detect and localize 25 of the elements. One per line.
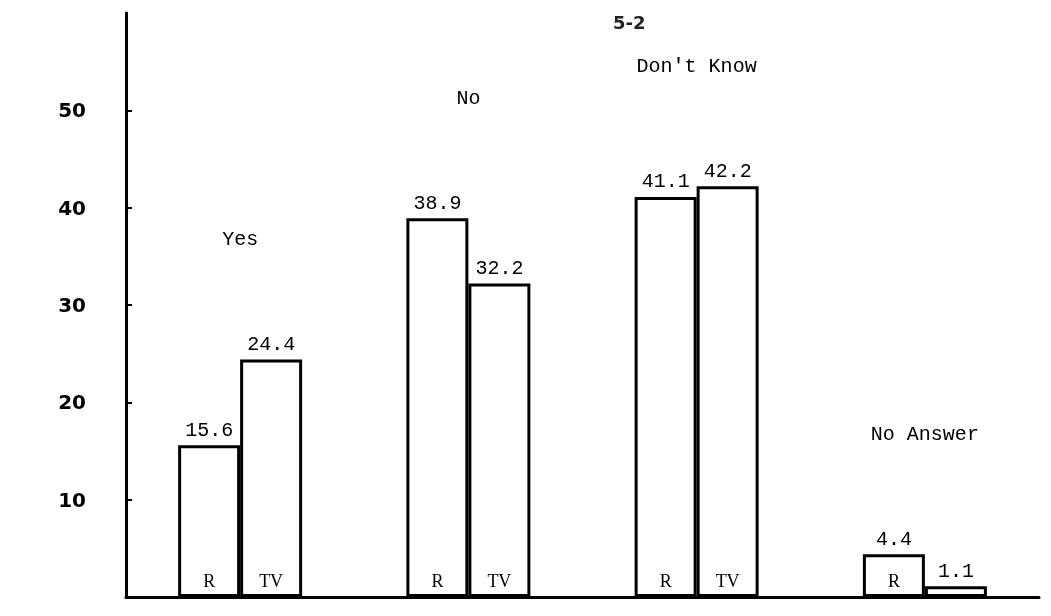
y-tick-label: 40 <box>58 195 86 220</box>
series-label: R <box>203 571 216 591</box>
text: TV <box>715 571 740 591</box>
text: TV <box>487 571 512 591</box>
x-tick-label: Don't Know <box>636 54 757 78</box>
chart-title: 5-2 <box>613 11 646 33</box>
data-label: 38.9 <box>413 191 462 215</box>
x-tick-label: No <box>456 86 481 110</box>
y-tick-label: 30 <box>58 293 86 317</box>
data-label: 32.2 <box>475 257 524 281</box>
data-label: 1.1 <box>937 559 974 583</box>
data-label: 4.4 <box>875 527 912 551</box>
data-label: 42.2 <box>703 159 752 183</box>
x-tick-label: Yes <box>222 228 259 252</box>
text: R <box>659 571 672 591</box>
data-label: 15.6 <box>185 418 234 442</box>
data-label: 41.1 <box>641 170 690 194</box>
y-tick-label: 20 <box>58 390 86 415</box>
x-tick-label: No Answer <box>870 422 979 446</box>
series-label: TV <box>259 571 284 591</box>
data-label: 24.4 <box>247 333 296 357</box>
y-tick-label: 50 <box>58 98 86 123</box>
y-tick-label: 10 <box>58 487 86 512</box>
text: R <box>887 571 900 591</box>
text: R <box>431 571 444 591</box>
